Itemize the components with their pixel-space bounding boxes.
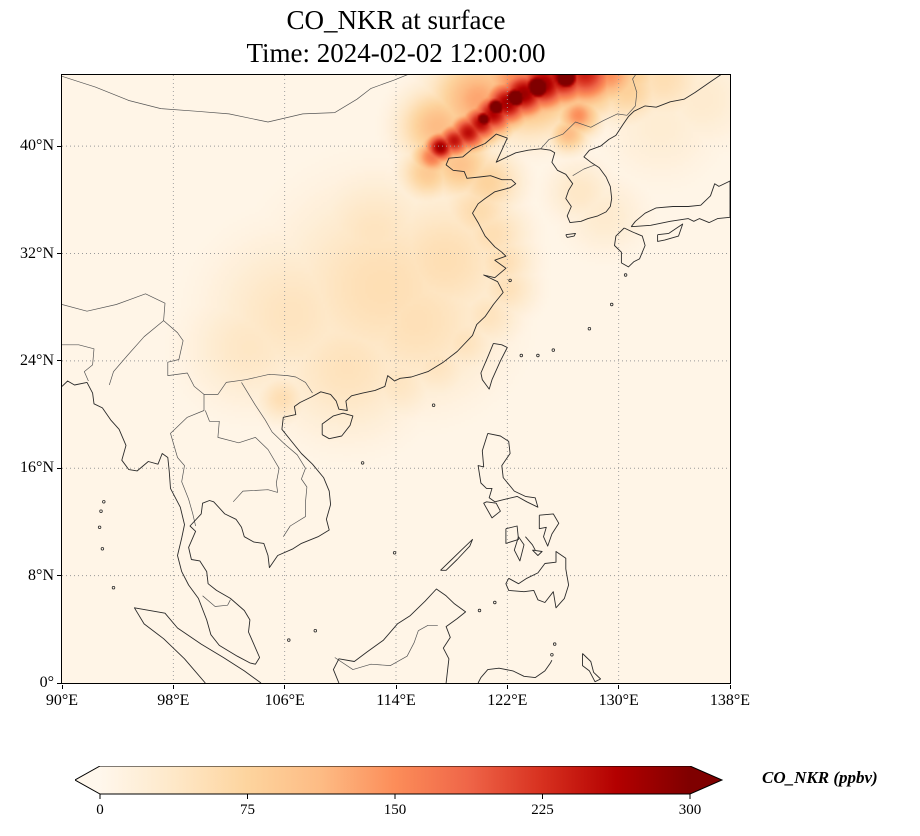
x-tick-label: 122°E — [487, 692, 528, 709]
tick-mark — [729, 685, 731, 689]
y-tick-label: 0° — [39, 674, 54, 691]
y-tick-label: 16°N — [20, 459, 54, 477]
colorbar-tick-label: 75 — [240, 802, 255, 818]
colorbar-tick-label: 150 — [383, 802, 407, 818]
colorbar — [75, 766, 724, 799]
map-plot — [61, 74, 731, 684]
tick-mark — [395, 685, 397, 689]
colorbar-tick-label: 300 — [678, 802, 702, 818]
x-tick-label: 98°E — [157, 692, 190, 709]
map-overlay — [62, 75, 730, 683]
chart-title-line2: Time: 2024-02-02 12:00:00 — [246, 38, 546, 68]
y-tick-label: 8°N — [28, 566, 54, 584]
y-tick-label: 24°N — [20, 351, 54, 369]
colorbar-tick-label: 225 — [531, 802, 554, 818]
tick-mark — [284, 685, 286, 689]
x-tick-label: 90°E — [45, 692, 79, 709]
colorbar-tick-label: 0 — [96, 802, 104, 818]
chart-title-line1: CO_NKR at surface — [286, 5, 506, 35]
tick-mark — [506, 685, 508, 689]
x-tick-label: 138°E — [709, 692, 751, 709]
tick-mark — [61, 685, 63, 689]
y-tick-label: 40°N — [20, 137, 54, 155]
tick-mark — [172, 685, 174, 689]
x-tick-label: 130°E — [598, 692, 639, 709]
y-tick-label: 32°N — [20, 244, 54, 262]
x-tick-label: 106°E — [264, 692, 305, 709]
chart-title: CO_NKR at surface Time: 2024-02-02 12:00… — [62, 4, 730, 70]
colorbar-label: CO_NKR (ppbv) — [762, 768, 878, 787]
tick-mark — [618, 685, 620, 689]
x-tick-label: 114°E — [376, 692, 416, 709]
